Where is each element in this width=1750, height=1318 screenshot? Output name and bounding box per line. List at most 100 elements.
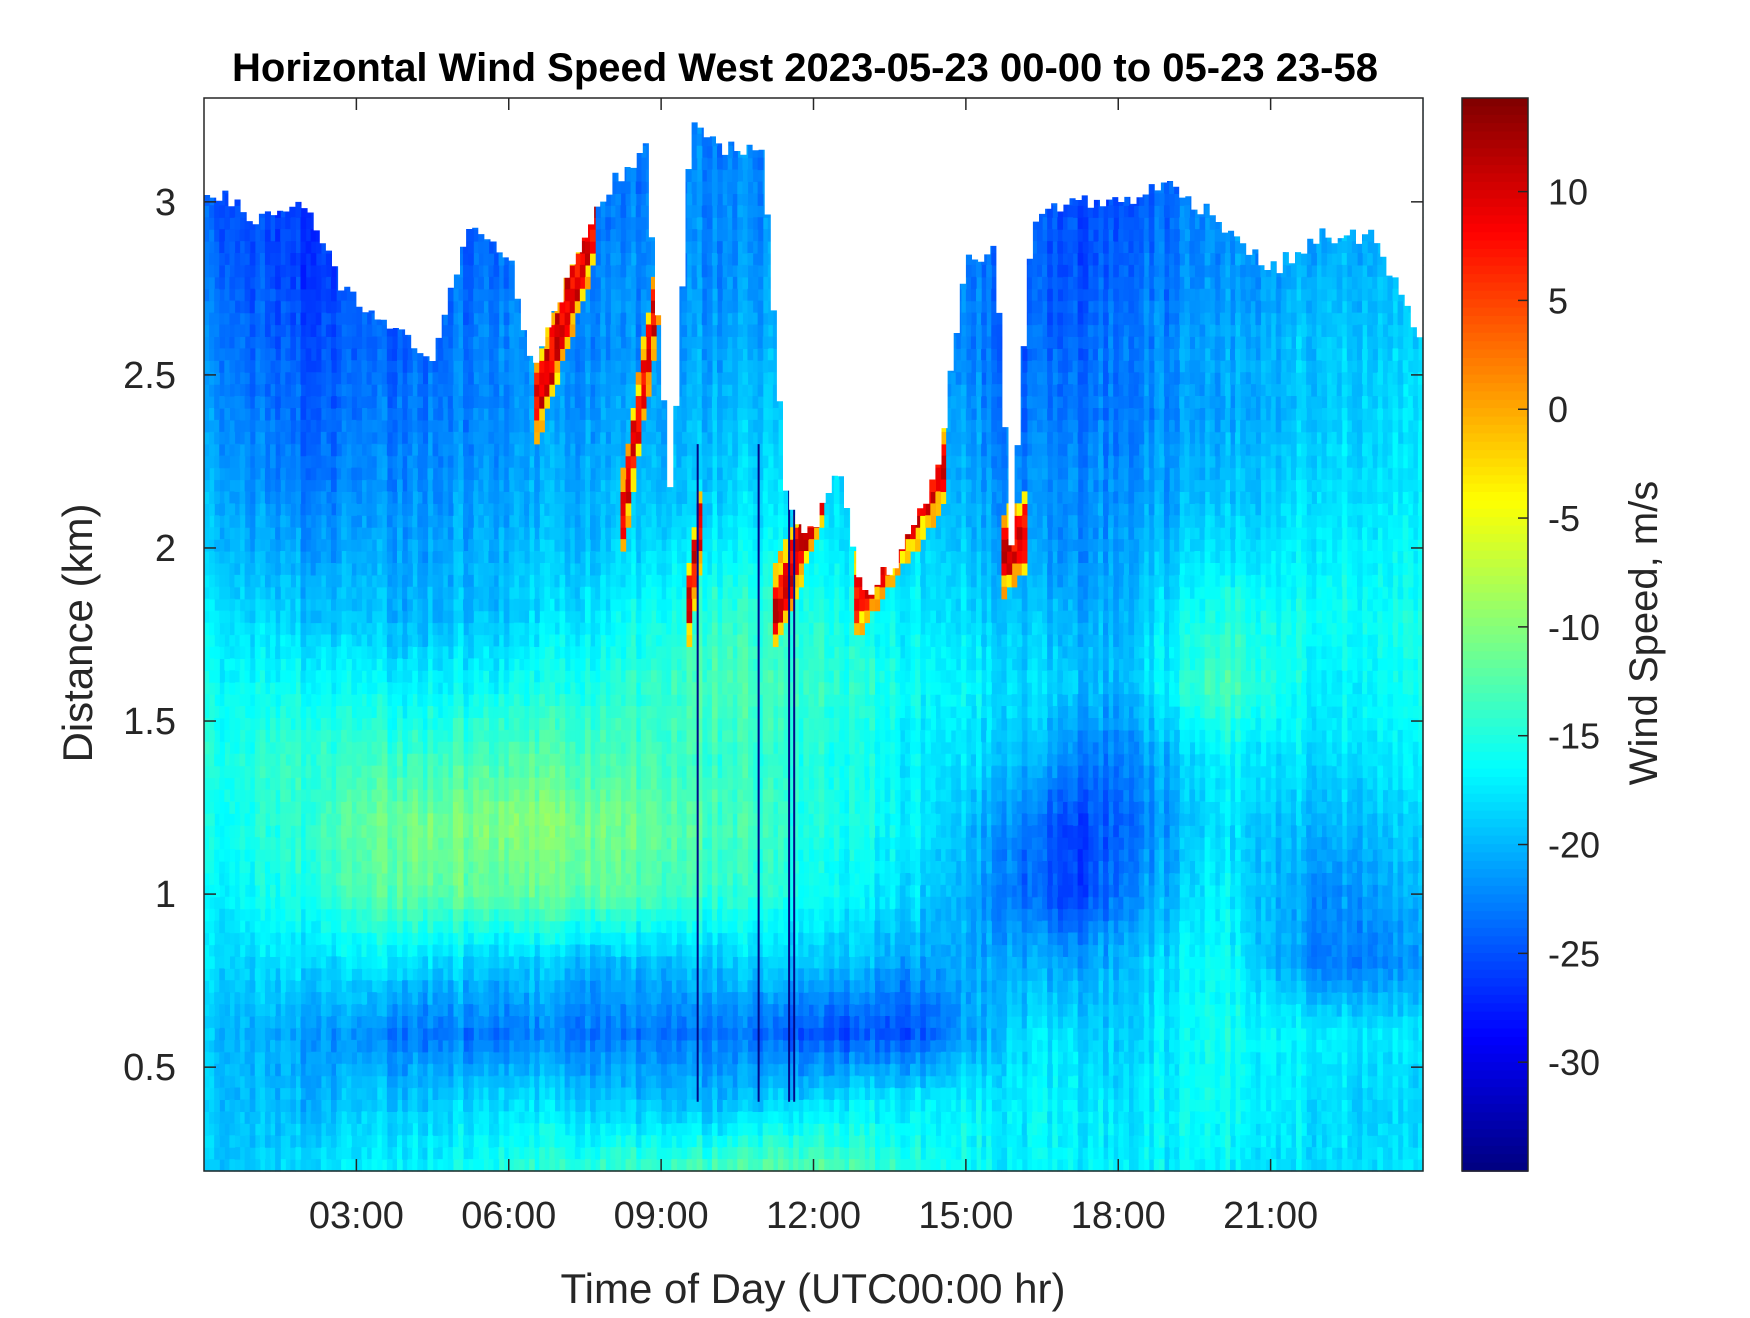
heatmap-cells (635, 443, 642, 457)
colorbar-swatch (1462, 575, 1528, 585)
colorbar-swatch (1462, 1003, 1528, 1013)
y-axis: 0.5 1 1.5 2 2.5 3 (123, 182, 1423, 1089)
colorbar-swatch (1462, 902, 1528, 912)
heatmap-cells (534, 372, 540, 385)
colorbar-swatch (1462, 525, 1528, 535)
colorbar-axis: 10 5 0 -5 -10 -15 -20 -25 -30 (1518, 172, 1600, 1083)
colorbar-swatch (1462, 768, 1528, 778)
heatmap-cells (569, 264, 576, 278)
heatmap-cells (686, 562, 693, 576)
colorbar-swatch (1462, 1137, 1528, 1147)
colorbar-swatch (1462, 642, 1528, 653)
colorbar-swatch (1462, 793, 1528, 803)
heatmap-cells (468, 777, 703, 874)
y-tick-label: 1.5 (123, 701, 176, 743)
heatmap-cells (204, 312, 1414, 1172)
colorbar-swatch (1462, 349, 1528, 359)
colorbar-tick-label: -30 (1548, 1042, 1600, 1083)
colorbar-swatch (1462, 751, 1528, 762)
colorbar-swatch (1462, 508, 1528, 518)
colorbar-swatch (1462, 994, 1528, 1005)
colorbar-swatch (1462, 927, 1528, 938)
heatmap-cells (254, 610, 1231, 1172)
x-tick-label: 15:00 (918, 1195, 1013, 1237)
colorbar-swatch (1462, 584, 1528, 594)
heatmap-cells (457, 813, 606, 898)
heatmap-cells (686, 598, 693, 612)
heatmap-cells (427, 825, 434, 838)
colorbar-tick-label: -10 (1548, 607, 1600, 648)
heatmap-cells (854, 610, 860, 624)
colorbar-swatch (1462, 542, 1528, 552)
colorbar-swatch (1462, 1062, 1528, 1072)
colorbar-swatch (1462, 1154, 1528, 1164)
colorbar-swatch (1462, 156, 1528, 166)
colorbar-swatch (1462, 726, 1528, 736)
colorbar-swatch (1462, 500, 1528, 510)
heatmap-cells (772, 610, 779, 624)
colorbar-swatch (1462, 181, 1528, 192)
colorbar-swatch (1462, 1011, 1528, 1021)
colorbar-swatch (1462, 600, 1528, 611)
heatmap-cells (940, 479, 947, 493)
no-data-region (204, 98, 1423, 595)
colorbar-swatch (1462, 894, 1528, 904)
colorbar-swatch (1462, 709, 1528, 720)
colorbar-swatch (1462, 391, 1528, 401)
colorbar-swatch (1462, 257, 1528, 267)
colorbar-swatch (1462, 684, 1528, 694)
heatmap-cells (452, 801, 505, 862)
colorbar-swatch (1462, 1095, 1528, 1105)
colorbar-swatch (1462, 559, 1528, 569)
colorbar-swatch (1462, 701, 1528, 711)
heatmap-cells (1016, 551, 1023, 564)
colorbar-swatch (1462, 475, 1528, 485)
colorbar-swatch (1462, 441, 1528, 451)
heatmap-cells (341, 753, 662, 910)
colorbar-swatch (1462, 651, 1528, 661)
heatmap-cells (772, 562, 779, 576)
colorbar-swatch (1462, 550, 1528, 560)
colorbar-swatch (1462, 374, 1528, 384)
heatmap-cells (544, 813, 550, 826)
colorbar-swatch (1462, 299, 1528, 309)
colorbar-swatch (1462, 1145, 1528, 1156)
colorbar-swatch (1462, 1112, 1528, 1122)
heatmap-cells (686, 622, 693, 636)
x-axis-label: Time of Day (UTC00:00 hr) (561, 1265, 1066, 1312)
colorbar-swatch (1462, 1162, 1528, 1172)
heatmap-cells (650, 336, 657, 349)
y-tick-label: 2.5 (123, 355, 176, 397)
heatmap-cells (539, 384, 545, 397)
heatmap-cells (244, 372, 1424, 1172)
colorbar-swatch (1462, 978, 1528, 988)
colorbar-swatch (1462, 1120, 1528, 1130)
colorbar-tick-label: -5 (1548, 498, 1580, 539)
heatmap-cells (529, 837, 535, 850)
colorbar-swatch (1462, 190, 1528, 200)
heatmap-cells (783, 539, 789, 552)
heatmap-cells (259, 622, 1190, 1172)
colorbar-swatch (1462, 659, 1528, 669)
heatmap-cells (772, 634, 779, 648)
colorbar-swatch (1462, 936, 1528, 946)
colorbar-swatch (1462, 98, 1528, 108)
heatmap-cells (1001, 515, 1008, 528)
colorbar-swatch (1462, 944, 1528, 954)
colorbar-swatch (1462, 961, 1528, 971)
heatmap-cells (508, 789, 622, 874)
colorbar-swatch (1462, 1028, 1528, 1038)
colorbar-swatch (1462, 911, 1528, 921)
x-tick-label: 03:00 (309, 1195, 404, 1237)
y-tick-label: 3 (155, 182, 176, 224)
colorbar-tick-label: -15 (1548, 716, 1600, 757)
colorbar-swatch (1462, 852, 1528, 862)
heatmap-cells (645, 384, 652, 397)
colorbar-swatch (1462, 215, 1528, 225)
colorbar-tick-label: 5 (1548, 280, 1568, 321)
colorbar-swatch (1462, 919, 1528, 929)
colorbar-swatch (1462, 953, 1528, 963)
heatmap-cells (259, 610, 1241, 1172)
x-axis: 03:00 06:00 09:00 12:00 15:00 18:00 21:00 (309, 98, 1318, 1237)
colorbar-swatch (1462, 315, 1528, 326)
